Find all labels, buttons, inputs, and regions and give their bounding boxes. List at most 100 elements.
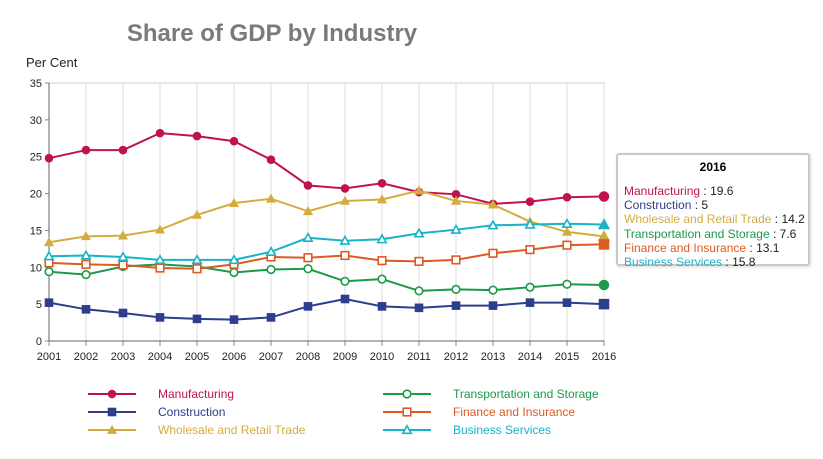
data-point[interactable] xyxy=(192,264,202,274)
data-point[interactable] xyxy=(340,184,350,193)
data-point[interactable] xyxy=(229,315,239,324)
data-point[interactable] xyxy=(450,195,462,205)
data-point[interactable] xyxy=(562,298,572,307)
data-point[interactable] xyxy=(525,282,535,292)
data-point[interactable] xyxy=(598,239,610,250)
legend-item[interactable]: Wholesale and Retail Trade xyxy=(88,423,306,437)
data-point[interactable] xyxy=(192,131,202,141)
data-point[interactable] xyxy=(44,298,54,307)
data-point[interactable] xyxy=(598,191,610,202)
legend-item[interactable]: Construction xyxy=(88,405,225,419)
legend-item[interactable]: Finance and Insurance xyxy=(383,405,575,419)
tooltip-series-value: 19.6 xyxy=(710,184,734,198)
legend-marker[interactable] xyxy=(402,407,412,417)
data-point[interactable] xyxy=(525,197,535,206)
data-point[interactable] xyxy=(450,223,462,234)
data-point[interactable] xyxy=(525,298,535,307)
data-point[interactable] xyxy=(303,181,313,190)
data-point[interactable] xyxy=(192,314,202,324)
data-point[interactable] xyxy=(413,227,425,238)
data-point[interactable] xyxy=(562,279,572,289)
data-point[interactable] xyxy=(265,193,277,203)
data-point[interactable] xyxy=(155,263,165,273)
data-point[interactable] xyxy=(80,231,92,241)
data-point[interactable] xyxy=(229,267,239,278)
data-point[interactable] xyxy=(266,313,276,322)
legend-item[interactable]: Transportation and Storage xyxy=(383,387,599,401)
data-point[interactable] xyxy=(80,249,92,260)
legend-marker[interactable] xyxy=(107,407,117,417)
data-point[interactable] xyxy=(561,226,573,236)
data-point[interactable] xyxy=(597,218,611,230)
data-point[interactable] xyxy=(376,194,388,204)
data-point[interactable] xyxy=(340,294,350,304)
data-point[interactable] xyxy=(377,274,387,284)
tooltip-series-name: Finance and Insurance xyxy=(624,240,747,255)
data-point[interactable] xyxy=(451,255,461,265)
data-point[interactable] xyxy=(488,248,498,258)
data-point[interactable] xyxy=(43,236,55,247)
data-point[interactable] xyxy=(266,155,276,164)
data-point[interactable] xyxy=(117,251,129,262)
data-point[interactable] xyxy=(229,136,239,146)
data-point[interactable] xyxy=(525,244,535,255)
data-point[interactable] xyxy=(487,199,499,209)
tooltip-series-value: 7.6 xyxy=(779,226,797,241)
data-point[interactable] xyxy=(562,192,572,202)
data-point[interactable] xyxy=(302,206,314,216)
data-point[interactable] xyxy=(598,279,610,291)
legend-marker[interactable] xyxy=(106,424,118,434)
data-point[interactable] xyxy=(561,217,573,228)
data-point[interactable] xyxy=(81,270,91,280)
data-point[interactable] xyxy=(487,219,499,230)
data-point[interactable] xyxy=(302,231,314,242)
data-point[interactable] xyxy=(118,145,128,155)
data-point[interactable] xyxy=(118,308,128,318)
data-point[interactable] xyxy=(340,250,350,261)
data-point[interactable] xyxy=(488,301,498,310)
data-point[interactable] xyxy=(451,284,461,295)
data-point[interactable] xyxy=(339,234,351,245)
data-point[interactable] xyxy=(377,178,387,188)
data-point[interactable] xyxy=(117,230,129,240)
data-point[interactable] xyxy=(303,253,313,263)
data-point[interactable] xyxy=(154,224,166,234)
legend-marker[interactable] xyxy=(107,389,117,399)
data-point[interactable] xyxy=(44,153,54,163)
data-point[interactable] xyxy=(413,185,425,195)
data-point[interactable] xyxy=(81,145,91,155)
data-point[interactable] xyxy=(340,276,350,286)
data-point[interactable] xyxy=(44,267,54,277)
data-point[interactable] xyxy=(414,286,424,296)
data-point[interactable] xyxy=(377,256,387,266)
data-point[interactable] xyxy=(265,245,277,256)
data-point[interactable] xyxy=(339,195,351,205)
data-point[interactable] xyxy=(414,303,424,313)
data-point[interactable] xyxy=(43,250,55,261)
data-point[interactable] xyxy=(155,128,165,138)
data-point[interactable] xyxy=(451,301,461,310)
data-point[interactable] xyxy=(191,209,203,219)
data-point[interactable] xyxy=(414,256,424,266)
data-point[interactable] xyxy=(488,285,498,295)
data-point[interactable] xyxy=(266,264,276,275)
data-point[interactable] xyxy=(376,233,388,244)
data-point[interactable] xyxy=(228,197,240,208)
legend-marker[interactable] xyxy=(401,424,413,435)
data-point[interactable] xyxy=(154,254,166,265)
legend-item[interactable]: Manufacturing xyxy=(88,387,234,401)
data-point[interactable] xyxy=(228,254,240,265)
data-point[interactable] xyxy=(303,302,313,311)
data-point[interactable] xyxy=(524,218,536,229)
data-point[interactable] xyxy=(191,254,203,265)
data-point[interactable] xyxy=(598,298,610,310)
data-point[interactable] xyxy=(118,260,128,270)
data-point[interactable] xyxy=(303,264,313,274)
legend-marker[interactable] xyxy=(402,389,412,399)
data-point[interactable] xyxy=(155,313,165,322)
data-point[interactable] xyxy=(81,305,91,314)
data-point[interactable] xyxy=(81,259,91,269)
legend-item[interactable]: Business Services xyxy=(383,423,551,437)
data-point[interactable] xyxy=(562,240,572,250)
data-point[interactable] xyxy=(377,302,387,311)
